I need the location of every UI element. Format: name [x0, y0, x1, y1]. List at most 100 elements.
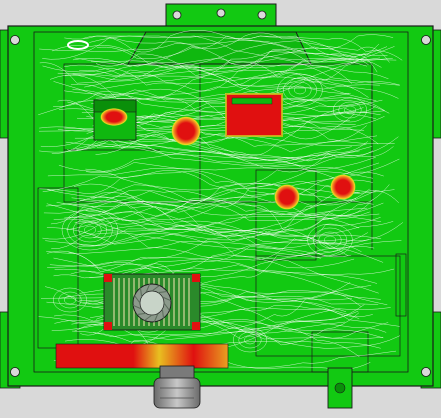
streamline	[74, 213, 382, 232]
streamline	[53, 199, 369, 245]
streamline	[79, 57, 393, 82]
fan-blade	[161, 308, 164, 319]
streamline-vortex	[67, 213, 113, 247]
streamline	[45, 224, 375, 254]
streamline	[53, 91, 383, 115]
streamline	[65, 133, 367, 148]
streamline	[42, 47, 388, 92]
streamline	[95, 138, 376, 171]
streamline-vortex	[332, 97, 368, 123]
streamline	[42, 217, 381, 261]
corner-hole	[421, 367, 431, 377]
streamline	[45, 192, 368, 216]
streamline	[73, 187, 374, 222]
streamline-vortex	[238, 331, 262, 349]
mounting-hole	[257, 10, 267, 20]
heatsink-corner-hot	[104, 322, 112, 330]
streamline	[64, 52, 366, 85]
streamline	[64, 198, 374, 242]
hot-spot	[330, 174, 356, 200]
streamline	[85, 198, 357, 231]
streamline	[90, 57, 381, 69]
hot-spot	[100, 108, 128, 126]
connector-port	[334, 382, 346, 394]
streamline	[95, 46, 395, 87]
streamline-vortex	[338, 101, 362, 119]
streamline	[49, 64, 380, 90]
fan-blade	[153, 313, 159, 323]
streamline	[80, 184, 390, 221]
streamline	[63, 79, 400, 103]
streamline	[53, 59, 367, 100]
streamline	[83, 30, 369, 66]
streamline-vortex	[52, 287, 88, 313]
heatsink-corner-hot	[192, 274, 200, 282]
streamline	[53, 305, 360, 333]
streamline-vortex	[84, 225, 96, 235]
streamline	[53, 241, 362, 273]
fan-blade	[136, 312, 147, 315]
cable-gland	[153, 377, 201, 409]
streamline-vortex	[288, 81, 312, 99]
streamline	[95, 89, 349, 113]
streamline	[49, 248, 384, 284]
streamline	[46, 210, 359, 245]
streamline-vortex	[294, 85, 306, 95]
streamline	[46, 181, 359, 225]
streamline-vortex	[312, 227, 348, 253]
streamline	[45, 264, 388, 306]
hot-spot	[274, 184, 300, 210]
corner-hole	[10, 367, 20, 377]
bottom-heat-region	[55, 343, 229, 369]
fan-blade	[144, 314, 153, 321]
streamline	[52, 34, 394, 72]
fan-blade	[140, 287, 143, 298]
streamline	[63, 189, 370, 220]
fan-hub	[139, 290, 165, 316]
streamline	[90, 340, 371, 370]
streamline	[93, 326, 384, 343]
power-component-leads	[231, 97, 273, 105]
fan-blade	[145, 283, 151, 293]
streamline-vortex	[307, 223, 353, 257]
streamline	[72, 51, 382, 70]
streamline	[93, 228, 402, 249]
streamline	[97, 223, 369, 244]
streamline-vortex	[72, 217, 108, 243]
corner-hole	[421, 35, 431, 45]
streamline	[39, 171, 313, 207]
streamline	[76, 213, 380, 241]
streamline	[77, 235, 344, 258]
streamline	[57, 64, 389, 80]
streamline-vortex	[277, 73, 323, 107]
heatsink-corner-hot	[192, 322, 200, 330]
fan-blade	[151, 285, 160, 292]
streamline	[53, 267, 378, 284]
vent-oval-marker	[67, 40, 89, 50]
hot-spot	[171, 116, 201, 146]
corner-hole	[10, 35, 20, 45]
streamline-vortex	[78, 221, 102, 239]
streamline	[94, 106, 376, 156]
streamline	[84, 65, 366, 107]
streamline-vortex	[58, 291, 82, 309]
fan-blade	[162, 296, 172, 302]
fan-blade	[163, 302, 170, 311]
streamline	[70, 70, 369, 98]
streamline	[72, 321, 387, 337]
streamline	[40, 292, 379, 305]
streamline	[90, 185, 399, 213]
streamline	[39, 40, 390, 84]
streamline	[42, 170, 377, 217]
streamline	[39, 143, 394, 158]
streamline	[69, 200, 384, 236]
streamline-vortex	[61, 209, 119, 251]
streamline	[38, 307, 400, 327]
streamline	[46, 241, 321, 259]
streamline	[86, 115, 367, 153]
streamline-vortex	[324, 235, 336, 245]
mounting-hole	[216, 8, 226, 18]
heatsink-corner-hot	[104, 274, 112, 282]
